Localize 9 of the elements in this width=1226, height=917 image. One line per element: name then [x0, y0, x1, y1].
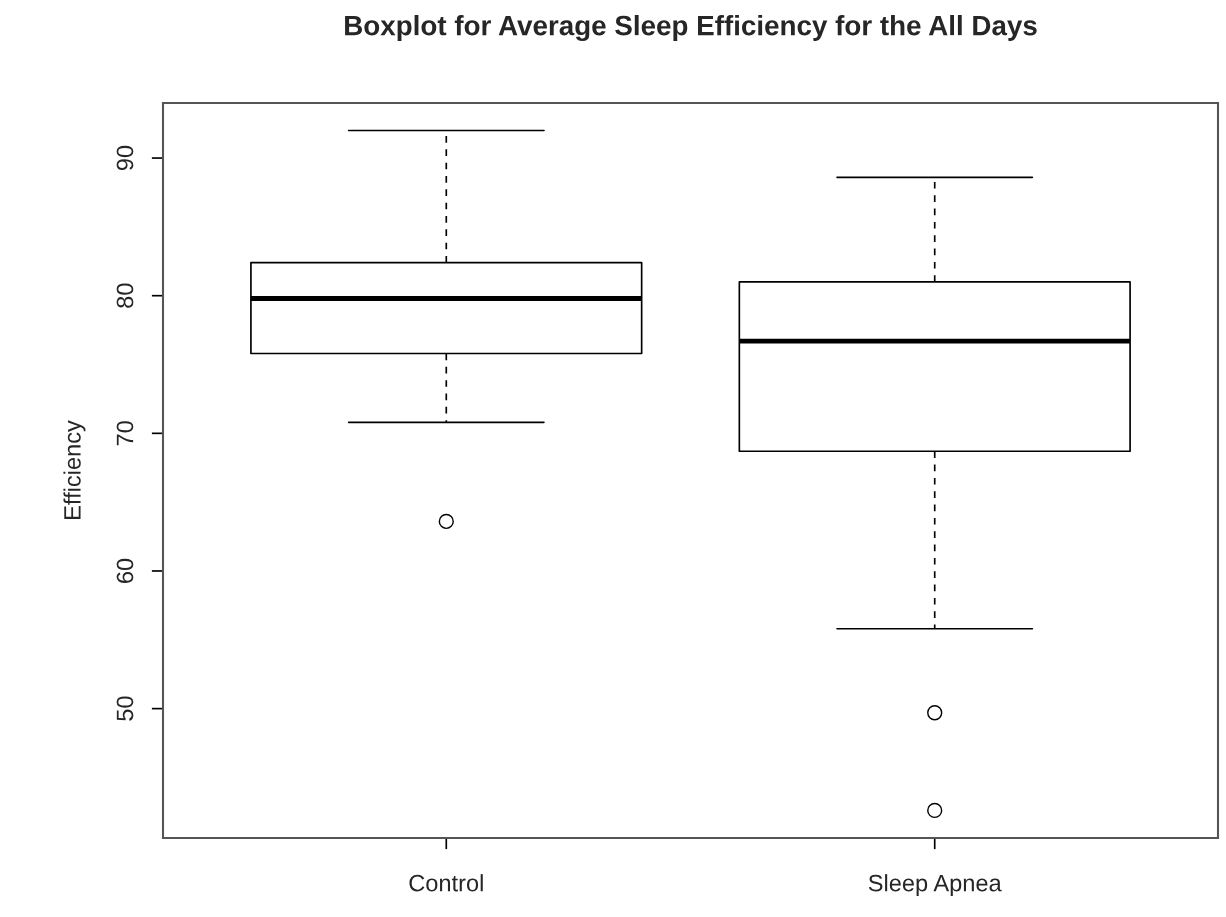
x-tick-label: Control — [409, 874, 483, 892]
x-tick-label: Sleep Apnea — [868, 874, 1002, 897]
y-tick-label: 70 — [116, 421, 134, 446]
y-tick-label: 50 — [116, 696, 134, 721]
y-tick-label: 80 — [116, 283, 134, 308]
y-axis-title: Efficiency — [63, 420, 86, 519]
y-tick-label: 60 — [116, 558, 134, 583]
y-tick-label: 90 — [116, 145, 134, 171]
chart-title: Boxplot for Average Sleep Efficiency for the All Days — [345, 15, 1037, 42]
